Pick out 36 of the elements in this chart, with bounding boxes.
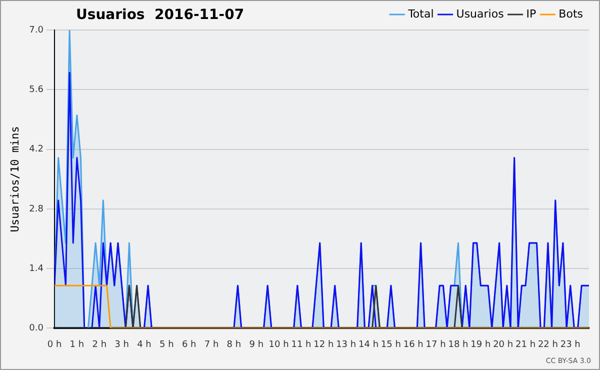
x-tick-label: 6 h	[182, 340, 196, 350]
y-tick-label: 4.2	[29, 144, 44, 155]
legend-label: Bots	[558, 7, 584, 20]
x-tick-label: 19 h	[470, 340, 491, 350]
x-tick-label: 21 h	[516, 340, 536, 350]
x-tick-label: 13 h	[336, 340, 356, 350]
y-tick-label: 0.0	[29, 324, 44, 334]
legend-label: Usuarios	[456, 7, 504, 20]
legend-label: IP	[526, 7, 537, 20]
y-tick-label: 1.4	[29, 264, 44, 274]
chart-title: Usuarios 2016-11-07	[76, 7, 244, 23]
x-tick-label: 3 h	[114, 340, 129, 350]
x-tick-label: 2 h	[92, 340, 107, 350]
x-tick-label: 15 h	[380, 340, 401, 350]
x-tick-label: 4 h	[137, 340, 152, 350]
legend-label: Total	[407, 7, 434, 20]
x-tick-label: 5 h	[160, 340, 174, 350]
x-tick-label: 0 h	[47, 340, 62, 350]
x-tick-label: 22 h	[538, 340, 558, 350]
x-tick-label: 12 h	[314, 340, 334, 350]
x-tick-label: 18 h	[448, 340, 468, 350]
x-tick-label: 17 h	[426, 340, 446, 350]
y-tick-label: 7.0	[29, 25, 44, 36]
x-tick-label: 23 h	[560, 340, 580, 350]
x-tick-label: 11 h	[291, 340, 312, 350]
y-axis-title: Usuarios/10 mins	[8, 126, 22, 232]
y-tick-label: 2.8	[29, 204, 44, 214]
x-tick-label: 20 h	[493, 340, 514, 350]
y-tick-label: 5.6	[29, 84, 44, 95]
x-tick-label: 14 h	[358, 340, 379, 350]
x-tick-label: 10 h	[268, 340, 289, 350]
x-tick-label: 16 h	[403, 340, 424, 350]
x-tick-label: 8 h	[226, 340, 242, 350]
x-tick-label: 7 h	[204, 340, 219, 350]
x-tick-label: 1 h	[70, 340, 84, 350]
x-tick-label: 9 h	[249, 340, 264, 350]
